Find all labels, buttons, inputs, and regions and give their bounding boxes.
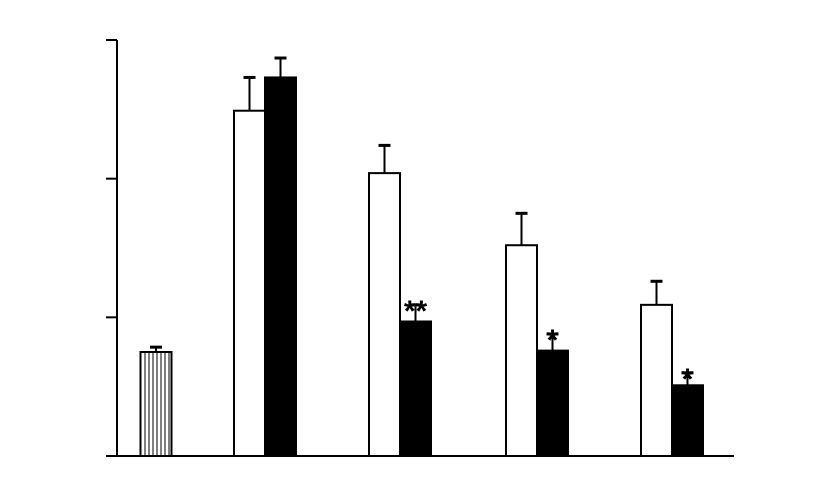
bar (505, 244, 538, 457)
bar (671, 384, 704, 457)
annotation: ** (404, 295, 428, 328)
bar (640, 303, 673, 457)
bar (264, 76, 297, 457)
bar (399, 320, 432, 458)
bar (368, 172, 401, 457)
bar (139, 351, 173, 457)
annotation: * (682, 363, 694, 396)
bar (536, 349, 569, 458)
annotation: * (547, 324, 559, 357)
bar (233, 109, 266, 457)
